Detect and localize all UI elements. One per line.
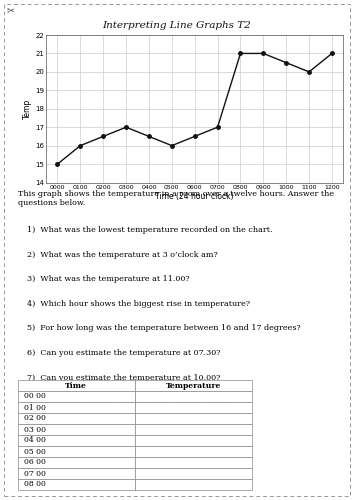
Text: 3)  What was the temperature at 11.00?: 3) What was the temperature at 11.00? [28,275,190,283]
Text: 2)  What was the temperature at 3 o’clock am?: 2) What was the temperature at 3 o’clock… [28,250,218,258]
Text: ✂: ✂ [6,5,15,15]
Text: 4)  Which hour shows the biggest rise in temperature?: 4) Which hour shows the biggest rise in … [28,300,251,308]
Text: 6)  Can you estimate the temperature at 07.30?: 6) Can you estimate the temperature at 0… [28,349,221,357]
Text: Interpreting Line Graphs T2: Interpreting Line Graphs T2 [103,22,251,30]
Text: This graph shows the temperature in a room over a twelve hours. Answer the quest: This graph shows the temperature in a ro… [18,190,334,207]
Text: 5)  For how long was the temperature between 16 and 17 degrees?: 5) For how long was the temperature betw… [28,324,301,332]
X-axis label: Time (24 hour clock): Time (24 hour clock) [155,192,234,202]
Text: 1)  What was the lowest temperature recorded on the chart.: 1) What was the lowest temperature recor… [28,226,273,234]
Y-axis label: Temp: Temp [23,98,32,119]
Text: 8)  Complete the table below using the line graph.: 8) Complete the table below using the li… [28,398,232,406]
Text: 7)  Can you estimate the temperature at 10.00?: 7) Can you estimate the temperature at 1… [28,374,221,382]
